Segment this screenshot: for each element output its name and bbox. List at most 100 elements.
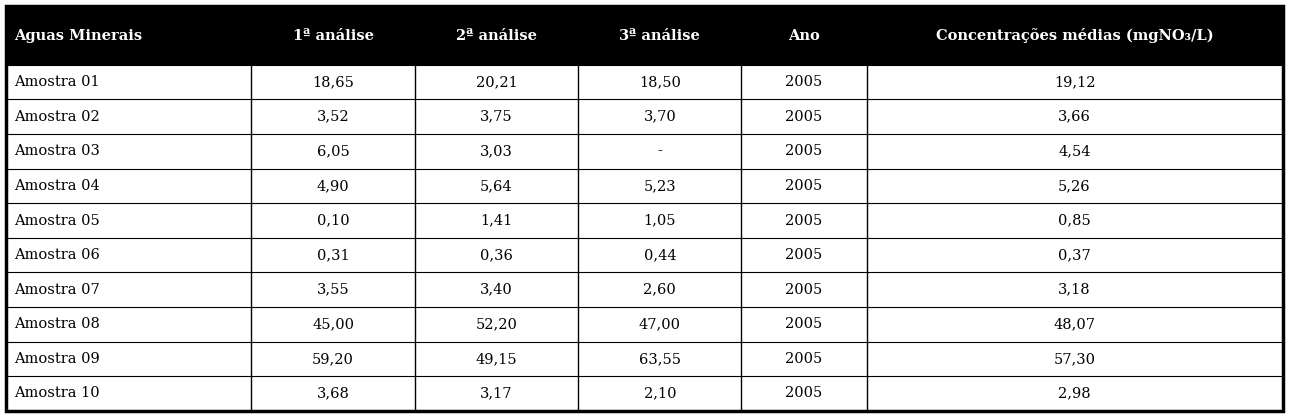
Bar <box>415 168 579 203</box>
Text: 2005: 2005 <box>785 283 822 297</box>
Text: 3,17: 3,17 <box>481 387 513 400</box>
Text: Amostra 01: Amostra 01 <box>14 75 99 89</box>
Text: 5,64: 5,64 <box>481 179 513 193</box>
Bar <box>579 272 741 307</box>
Bar <box>415 307 579 342</box>
Text: 4,54: 4,54 <box>1058 144 1090 158</box>
Bar <box>579 203 741 238</box>
Bar <box>251 203 415 238</box>
Text: 3,70: 3,70 <box>643 110 677 124</box>
Bar <box>6 168 251 203</box>
Text: 1ª análise: 1ª análise <box>293 29 374 43</box>
Text: 19,12: 19,12 <box>1054 75 1096 89</box>
Bar <box>415 342 579 376</box>
Bar <box>6 376 251 411</box>
Bar <box>579 134 741 168</box>
Text: 3,66: 3,66 <box>1058 110 1090 124</box>
Text: 20,21: 20,21 <box>476 75 517 89</box>
Text: 2,10: 2,10 <box>643 387 675 400</box>
Bar <box>6 203 251 238</box>
Text: 0,85: 0,85 <box>1058 214 1090 228</box>
Text: 2005: 2005 <box>785 75 822 89</box>
Text: 3,52: 3,52 <box>317 110 349 124</box>
Text: Amostra 10: Amostra 10 <box>14 387 99 400</box>
Text: 3,40: 3,40 <box>480 283 513 297</box>
Bar <box>415 238 579 272</box>
Bar <box>579 307 741 342</box>
Text: Amostra 07: Amostra 07 <box>14 283 99 297</box>
Bar <box>579 342 741 376</box>
Text: Aguas Minerais: Aguas Minerais <box>14 29 142 43</box>
Text: 59,20: 59,20 <box>312 352 354 366</box>
Text: 3,18: 3,18 <box>1058 283 1090 297</box>
Bar <box>866 307 1283 342</box>
Bar <box>579 238 741 272</box>
Text: Amostra 08: Amostra 08 <box>14 317 101 331</box>
Text: Amostra 09: Amostra 09 <box>14 352 99 366</box>
Text: 2005: 2005 <box>785 144 822 158</box>
Text: 0,44: 0,44 <box>643 248 677 262</box>
Text: 18,50: 18,50 <box>639 75 681 89</box>
Bar <box>415 65 579 100</box>
Text: 48,07: 48,07 <box>1053 317 1096 331</box>
Bar <box>415 272 579 307</box>
Bar <box>251 307 415 342</box>
Bar <box>251 376 415 411</box>
Bar <box>741 100 866 134</box>
Bar <box>6 65 251 100</box>
Text: 0,10: 0,10 <box>317 214 349 228</box>
Bar <box>866 376 1283 411</box>
Text: 2,98: 2,98 <box>1058 387 1090 400</box>
Text: 4,90: 4,90 <box>317 179 349 193</box>
Text: 63,55: 63,55 <box>639 352 681 366</box>
Text: Ano: Ano <box>788 29 820 43</box>
Bar <box>866 65 1283 100</box>
Bar <box>741 168 866 203</box>
Text: 18,65: 18,65 <box>312 75 354 89</box>
Text: 3,68: 3,68 <box>317 387 349 400</box>
Text: 49,15: 49,15 <box>476 352 517 366</box>
Bar <box>415 100 579 134</box>
Bar <box>741 272 866 307</box>
Bar <box>741 203 866 238</box>
Bar <box>415 203 579 238</box>
Bar <box>741 342 866 376</box>
Bar <box>866 342 1283 376</box>
Text: Concentrações médias (mgNO₃/L): Concentrações médias (mgNO₃/L) <box>936 28 1213 43</box>
Text: Amostra 02: Amostra 02 <box>14 110 99 124</box>
Bar <box>579 376 741 411</box>
Bar <box>866 238 1283 272</box>
Text: 57,30: 57,30 <box>1053 352 1096 366</box>
Bar <box>251 272 415 307</box>
Text: 6,05: 6,05 <box>317 144 349 158</box>
Bar <box>6 342 251 376</box>
Text: 2ª análise: 2ª análise <box>456 29 538 43</box>
Text: 45,00: 45,00 <box>312 317 354 331</box>
Bar <box>741 65 866 100</box>
Bar <box>251 65 415 100</box>
Text: 1,41: 1,41 <box>481 214 513 228</box>
Text: 2005: 2005 <box>785 179 822 193</box>
Text: 1,05: 1,05 <box>643 214 675 228</box>
Text: 47,00: 47,00 <box>639 317 681 331</box>
Text: 5,23: 5,23 <box>643 179 677 193</box>
Bar <box>579 100 741 134</box>
Text: 2005: 2005 <box>785 317 822 331</box>
Text: 52,20: 52,20 <box>476 317 517 331</box>
Bar <box>866 100 1283 134</box>
Bar <box>6 134 251 168</box>
Text: Amostra 05: Amostra 05 <box>14 214 99 228</box>
Bar <box>251 168 415 203</box>
Bar <box>6 307 251 342</box>
Text: -: - <box>657 144 663 158</box>
Text: Amostra 06: Amostra 06 <box>14 248 101 262</box>
Text: 2005: 2005 <box>785 110 822 124</box>
Bar <box>415 134 579 168</box>
Bar <box>251 342 415 376</box>
Bar <box>866 134 1283 168</box>
Bar <box>251 100 415 134</box>
Text: 3,55: 3,55 <box>317 283 349 297</box>
Text: 3,75: 3,75 <box>481 110 513 124</box>
Text: 0,37: 0,37 <box>1058 248 1090 262</box>
Bar <box>6 238 251 272</box>
